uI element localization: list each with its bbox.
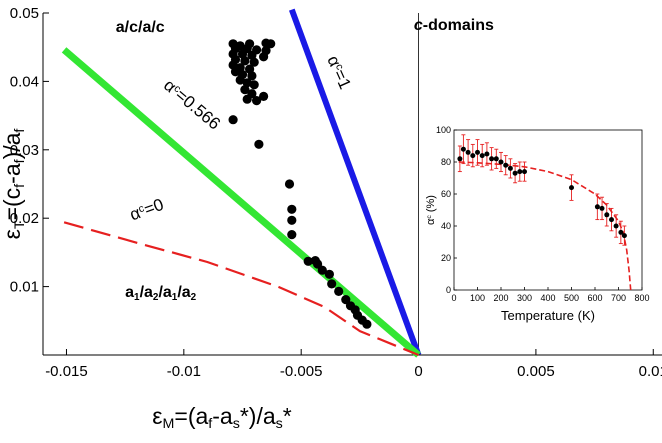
main-curves [61, 8, 422, 358]
inset-point [517, 169, 523, 175]
y-tick-label: 0.03 [10, 142, 39, 159]
inset-x-tick-label: 0 [451, 293, 456, 303]
curve-label: αc=1 [323, 53, 354, 92]
scatter-point [327, 279, 337, 289]
inset-x-tick-label: 100 [470, 293, 485, 303]
inset-x-tick-label: 700 [611, 293, 626, 303]
x-axis-label: εM=(af-as*)/as* [152, 403, 292, 432]
scatter-point [362, 319, 372, 329]
inset-chart: 0 100 200 300 400 500 600 700 800 0 20 40 60 80 100 Tem… [425, 118, 658, 338]
inset-point [594, 204, 600, 210]
scatter-point [324, 269, 334, 279]
inset-point [498, 159, 504, 165]
y-tick-label: 0.05 [10, 5, 39, 22]
inset-point [475, 149, 480, 155]
inset-y-tick-label: 60 [441, 189, 451, 199]
y-tick-label: 0.01 [10, 279, 39, 296]
inset-x-tick-label: 300 [517, 293, 532, 303]
scatter-point [247, 71, 257, 81]
inset-point [569, 185, 574, 191]
inset-x-tick-label: 400 [540, 293, 555, 303]
scatter-point [259, 91, 269, 101]
scatter-point [235, 75, 245, 85]
region-label: c-domains [414, 17, 494, 34]
region-label: a1/a2/a1/a2 [125, 284, 197, 303]
inset-x-tick-label: 800 [634, 293, 649, 303]
inset-point [507, 165, 513, 171]
y-axis-label: εT=(cf-af)/af [0, 129, 28, 240]
inset-point [609, 217, 614, 223]
scatter-point [259, 52, 269, 62]
scatter-point [228, 115, 238, 125]
scatter-point [266, 39, 276, 49]
inset-point [512, 170, 518, 176]
inset-y-tick-label: 40 [441, 221, 451, 231]
inset-y-tick-label: 80 [441, 157, 451, 167]
inset-y-tick-label: 100 [436, 125, 451, 135]
scatter-point [317, 265, 327, 275]
inset-point [613, 223, 619, 229]
inset-point [522, 169, 527, 175]
inset-point [460, 146, 466, 152]
inset-point [604, 212, 610, 218]
y-tick-label: 0.04 [10, 73, 39, 90]
inset-x-axis-label: Temperature (K) [501, 308, 595, 323]
scatter-point [237, 49, 248, 59]
inset-point [599, 205, 605, 211]
inset-y-axis-label: αc (%) [425, 195, 437, 225]
inset-point [493, 156, 499, 162]
scatter-point [249, 57, 259, 67]
inset-x-tick-label: 200 [493, 293, 508, 303]
scatter-point [240, 56, 250, 66]
inset-background [432, 118, 658, 338]
inset-y-tick-label: 0 [446, 285, 451, 295]
x-tick-label: 0.01 [639, 363, 662, 380]
curve-label: αc=0.566 [160, 76, 224, 134]
scatter-point [303, 256, 313, 266]
curve-alpha-c-0566 [61, 47, 421, 358]
x-tick-label: -0.005 [280, 363, 323, 380]
inset-point [503, 162, 509, 168]
x-tick-label: -0.015 [45, 363, 88, 380]
curve-alpha-c-0 [63, 221, 419, 357]
x-tick-label: 0 [414, 363, 422, 380]
x-tick-label: 0.005 [517, 363, 555, 380]
scatter-point [252, 96, 262, 106]
scatter-point [284, 179, 295, 189]
inset-point [489, 156, 495, 162]
scatter-point [242, 94, 252, 104]
x-tick-label: -0.01 [167, 363, 201, 380]
scatter-point [254, 139, 264, 149]
scatter-point [230, 67, 241, 77]
inset-fit-curve [458, 161, 632, 291]
scatter-point [249, 80, 259, 90]
region-label: a/c/a/c [116, 19, 165, 36]
inset-y-tick-label: 20 [441, 253, 451, 263]
inset-point [479, 153, 485, 159]
scatter-point [287, 215, 297, 225]
scatter-point [240, 85, 250, 95]
scatter-point [334, 286, 344, 296]
y-tick-label: 0.02 [10, 210, 39, 227]
curve-label: αc=0 [127, 195, 166, 225]
scatter-point [287, 230, 297, 240]
inset-point [484, 151, 490, 157]
main-scatter-points [228, 38, 372, 329]
inset-point [618, 229, 624, 235]
main-axes: -0.015 -0.01 -0.005 0 0.005 0.01 0.01 0.02 0.03 0… [0, 5, 662, 432]
inset-x-tick-label: 600 [587, 293, 602, 303]
inset-point [465, 149, 471, 155]
inset-x-tick-label: 500 [564, 293, 579, 303]
curve-alpha-c-1 [288, 8, 422, 357]
scatter-point [287, 204, 297, 214]
inset-point [457, 156, 463, 162]
inset-point [470, 153, 476, 159]
inset-point [621, 233, 627, 239]
